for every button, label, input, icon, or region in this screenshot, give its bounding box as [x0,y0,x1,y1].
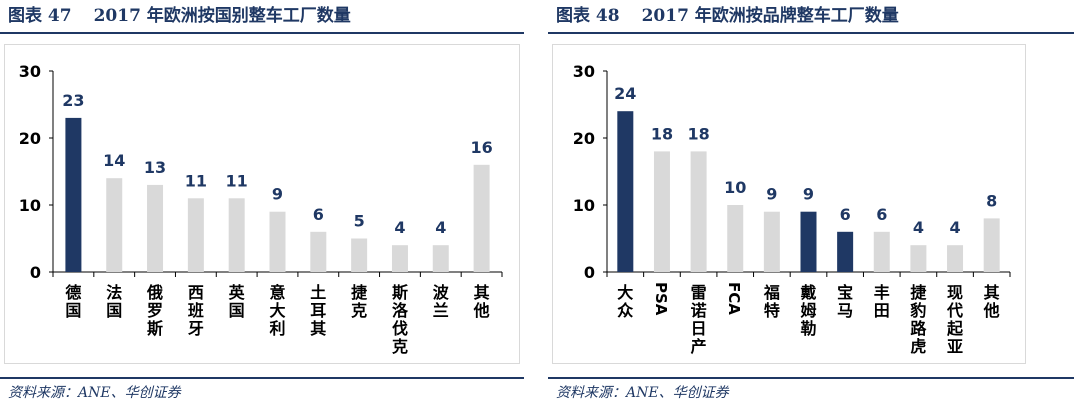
x-tick-label: 捷克 [351,283,368,320]
x-tick-label: 福特 [763,283,780,320]
y-tick-label: 30 [573,62,595,81]
bar-value-label: 4 [394,218,405,237]
bar [653,151,670,272]
figure-48-chart-frame: 0 10 20 30 24 大众 18 PSA 18 雷诺日产 10 FCA 9 福特 9 戴姆勒 6 宝马 6 丰田… [552,44,1026,364]
x-tick-label: 雷诺日产 [691,283,707,356]
bar-value-label: 23 [62,91,84,110]
y-tick-label: 10 [573,196,595,215]
bar [65,117,82,273]
bar [228,198,245,272]
bar [473,164,490,272]
figure-47-label: 图表 47 [8,6,72,26]
bar [106,178,123,272]
figure-48-panel: 图表 48 2017 年欧洲按品牌整车工厂数量 0 10 20 30 24 大众 18 PSA 1… [548,0,1074,414]
bar-value-label: 18 [687,124,709,143]
bar-value-label: 16 [470,138,492,157]
figure-47-panel: 图表 47 2017 年欧洲按国别整车工厂数量 0 10 20 30 23 德国 14 法国 13… [0,0,524,414]
bar-value-label: 10 [724,178,746,197]
bar-value-label: 9 [803,185,814,204]
country-bar-chart: 0 10 20 30 23 德国 14 法国 13 俄罗斯 11 西班牙 11 英国 9 意大利 6 土耳其 5 捷克… [19,62,503,356]
bar-value-label: 13 [144,158,166,177]
x-tick-label: 西班牙 [188,283,204,338]
figure-47-title: 图表 47 2017 年欧洲按国别整车工厂数量 [8,4,351,28]
y-tick-label: 20 [573,129,595,148]
bar-value-label: 9 [766,185,777,204]
bar [983,218,1000,272]
bar [187,198,204,272]
x-tick-label: 德国 [65,283,81,320]
y-tick-label: 10 [19,196,41,215]
bar [727,205,744,272]
figure-48-source: 资料来源：ANE、华创证券 [556,385,729,401]
bar-value-label: 24 [614,84,636,103]
y-tick-label: 0 [30,263,41,282]
bar-value-label: 11 [226,171,248,190]
x-tick-label: 其他 [983,283,1000,320]
x-tick-label: 波兰 [433,283,450,320]
x-tick-label: 其他 [473,283,490,320]
figure-48-top-rule [548,32,1074,34]
x-tick-label: PSA [652,282,670,316]
bar-value-label: 5 [354,212,365,231]
y-tick-label: 20 [19,129,41,148]
bar [800,211,817,272]
x-tick-label: 丰田 [874,283,890,320]
bar [617,111,634,272]
bar [351,238,368,272]
bar-value-label: 8 [986,191,997,210]
bar-value-label: 6 [840,205,851,224]
brand-bar-chart: 0 10 20 30 24 大众 18 PSA 18 雷诺日产 10 FCA 9 福特 9 戴姆勒 6 宝马 6 丰田… [573,62,1011,356]
x-tick-label: FCA [725,282,743,315]
figure-47-title-text: 2017 年欧洲按国别整车工厂数量 [93,6,351,26]
bar [947,245,964,272]
bar-value-label: 9 [272,185,283,204]
bar-value-label: 4 [913,218,924,237]
bar-value-label: 6 [313,205,324,224]
bar [432,245,449,272]
bar [310,231,327,272]
bar [391,245,408,272]
figure-47-source: 资料来源：ANE、华创证券 [8,385,181,401]
figure-48-title-text: 2017 年欧洲按品牌整车工厂数量 [641,6,899,26]
figure-47-top-rule [0,32,524,34]
bar-value-label: 18 [651,124,673,143]
bar [763,211,780,272]
x-tick-label: 法国 [106,283,122,320]
bar [690,151,707,272]
y-tick-label: 30 [19,62,41,81]
bar-value-label: 11 [185,171,207,190]
bar [910,245,927,272]
bar-value-label: 6 [876,205,887,224]
x-tick-label: 戴姆勒 [800,283,816,338]
x-tick-label: 土耳其 [310,283,326,338]
x-tick-label: 宝马 [837,283,853,320]
x-tick-label: 斯洛伐克 [392,283,409,356]
x-tick-label: 现代起亚 [946,283,964,356]
x-tick-label: 意大利 [269,283,285,338]
figure-48-label: 图表 48 [556,6,620,26]
y-tick-label: 0 [584,263,595,282]
figure-47-chart-frame: 0 10 20 30 23 德国 14 法国 13 俄罗斯 11 西班牙 11 英国 9 意大利 6 土耳其 5 捷克… [4,44,520,364]
bar [837,231,854,272]
x-tick-label: 俄罗斯 [146,283,163,338]
bar-value-label: 4 [435,218,446,237]
bar [269,211,286,272]
bar-value-label: 4 [949,218,960,237]
x-tick-label: 大众 [617,283,634,320]
bar [147,184,164,272]
x-tick-label: 捷豹路虎 [909,283,927,356]
x-tick-label: 英国 [228,283,246,320]
bar [873,231,890,272]
bar-value-label: 14 [103,151,125,170]
figure-48-title: 图表 48 2017 年欧洲按品牌整车工厂数量 [556,4,899,28]
figure-47-bottom-rule [0,377,524,379]
figure-48-bottom-rule [548,377,1074,379]
